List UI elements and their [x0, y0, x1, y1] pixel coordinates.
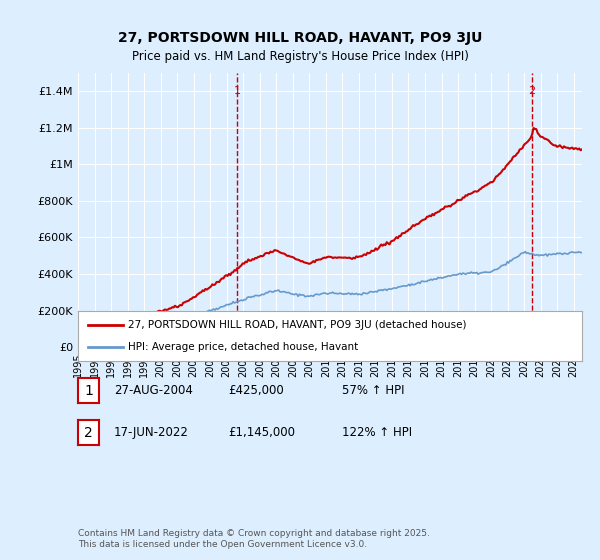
Text: 1: 1	[84, 384, 93, 398]
Text: £1,145,000: £1,145,000	[228, 426, 295, 439]
Text: 27-AUG-2004: 27-AUG-2004	[114, 384, 193, 397]
Text: £425,000: £425,000	[228, 384, 284, 397]
Text: 1: 1	[234, 86, 241, 96]
Text: 122% ↑ HPI: 122% ↑ HPI	[342, 426, 412, 439]
Text: 2: 2	[84, 426, 93, 440]
Text: Contains HM Land Registry data © Crown copyright and database right 2025.
This d: Contains HM Land Registry data © Crown c…	[78, 529, 430, 549]
Text: Price paid vs. HM Land Registry's House Price Index (HPI): Price paid vs. HM Land Registry's House …	[131, 50, 469, 63]
Text: 2: 2	[528, 86, 535, 96]
Text: 27, PORTSDOWN HILL ROAD, HAVANT, PO9 3JU: 27, PORTSDOWN HILL ROAD, HAVANT, PO9 3JU	[118, 31, 482, 45]
Text: 27, PORTSDOWN HILL ROAD, HAVANT, PO9 3JU (detached house): 27, PORTSDOWN HILL ROAD, HAVANT, PO9 3JU…	[128, 320, 467, 330]
Text: 57% ↑ HPI: 57% ↑ HPI	[342, 384, 404, 397]
Text: HPI: Average price, detached house, Havant: HPI: Average price, detached house, Hava…	[128, 342, 359, 352]
Text: 17-JUN-2022: 17-JUN-2022	[114, 426, 189, 439]
